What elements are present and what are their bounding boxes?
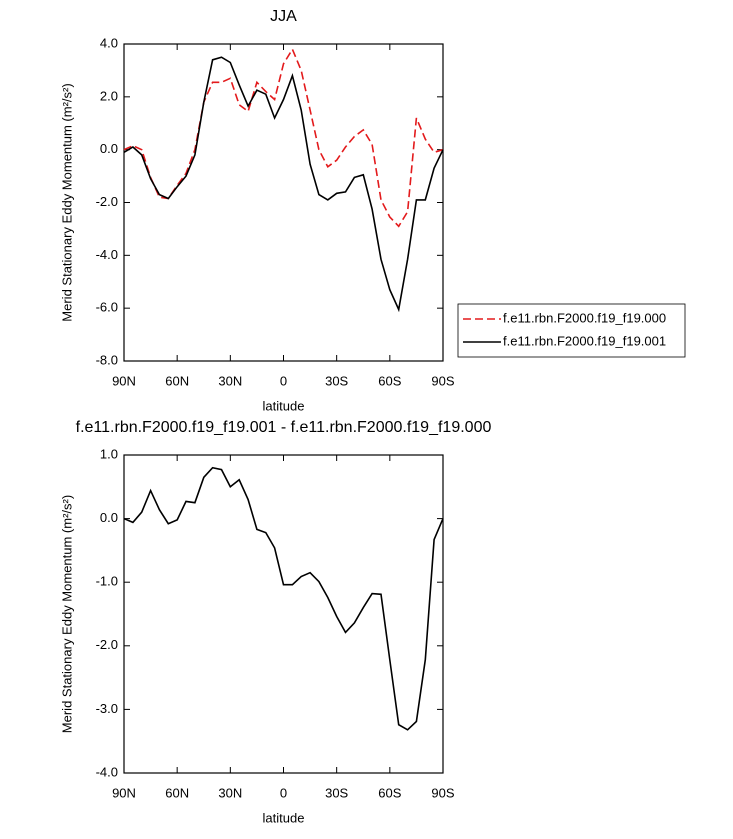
x-axis-label: latitude <box>263 810 305 825</box>
chart-title: f.e11.rbn.F2000.f19_f19.001 - f.e11.rbn.… <box>76 419 492 436</box>
y-tick-label: -8.0 <box>96 352 118 367</box>
x-tick-label: 60N <box>165 785 189 800</box>
x-tick-label: 60S <box>378 373 401 388</box>
legend-box <box>457 303 686 358</box>
y-tick-label: 0.0 <box>100 141 118 156</box>
x-tick-label: 90S <box>431 785 454 800</box>
y-tick-label: 0.0 <box>100 510 118 525</box>
x-tick-label: 30N <box>218 373 242 388</box>
x-tick-label: 90S <box>431 373 454 388</box>
x-tick-label: 30S <box>325 373 348 388</box>
y-tick-label: 2.0 <box>100 88 118 103</box>
y-tick-label: -4.0 <box>96 764 118 779</box>
y-tick-label: -1.0 <box>96 574 118 589</box>
y-tick-label: -2.0 <box>96 194 118 209</box>
y-axis-label: Merid Stationary Eddy Momentum (m²/s²) <box>59 83 74 321</box>
chart-title: JJA <box>270 8 297 25</box>
x-axis-label: latitude <box>263 398 305 413</box>
y-tick-label: -4.0 <box>96 247 118 262</box>
y-tick-label: -3.0 <box>96 701 118 716</box>
plot-frame <box>123 454 444 774</box>
legend-label: f.e11.rbn.F2000.f19_f19.000 <box>503 310 666 325</box>
y-tick-label: -2.0 <box>96 637 118 652</box>
y-tick-label: -6.0 <box>96 300 118 315</box>
plot-frame <box>123 43 444 362</box>
x-tick-label: 90N <box>112 785 136 800</box>
data-line <box>123 47 444 228</box>
x-tick-label: 0 <box>280 373 287 388</box>
x-tick-label: 90N <box>112 373 136 388</box>
y-tick-label: 4.0 <box>100 35 118 50</box>
y-axis-label: Merid Stationary Eddy Momentum (m²/s²) <box>59 495 74 733</box>
legend-label: f.e11.rbn.F2000.f19_f19.001 <box>503 333 666 348</box>
data-line <box>123 56 444 313</box>
data-line <box>123 466 444 731</box>
x-tick-label: 30N <box>218 785 242 800</box>
x-tick-label: 60N <box>165 373 189 388</box>
x-tick-label: 30S <box>325 785 348 800</box>
x-tick-label: 60S <box>378 785 401 800</box>
y-tick-label: 1.0 <box>100 446 118 461</box>
x-tick-label: 0 <box>280 785 287 800</box>
